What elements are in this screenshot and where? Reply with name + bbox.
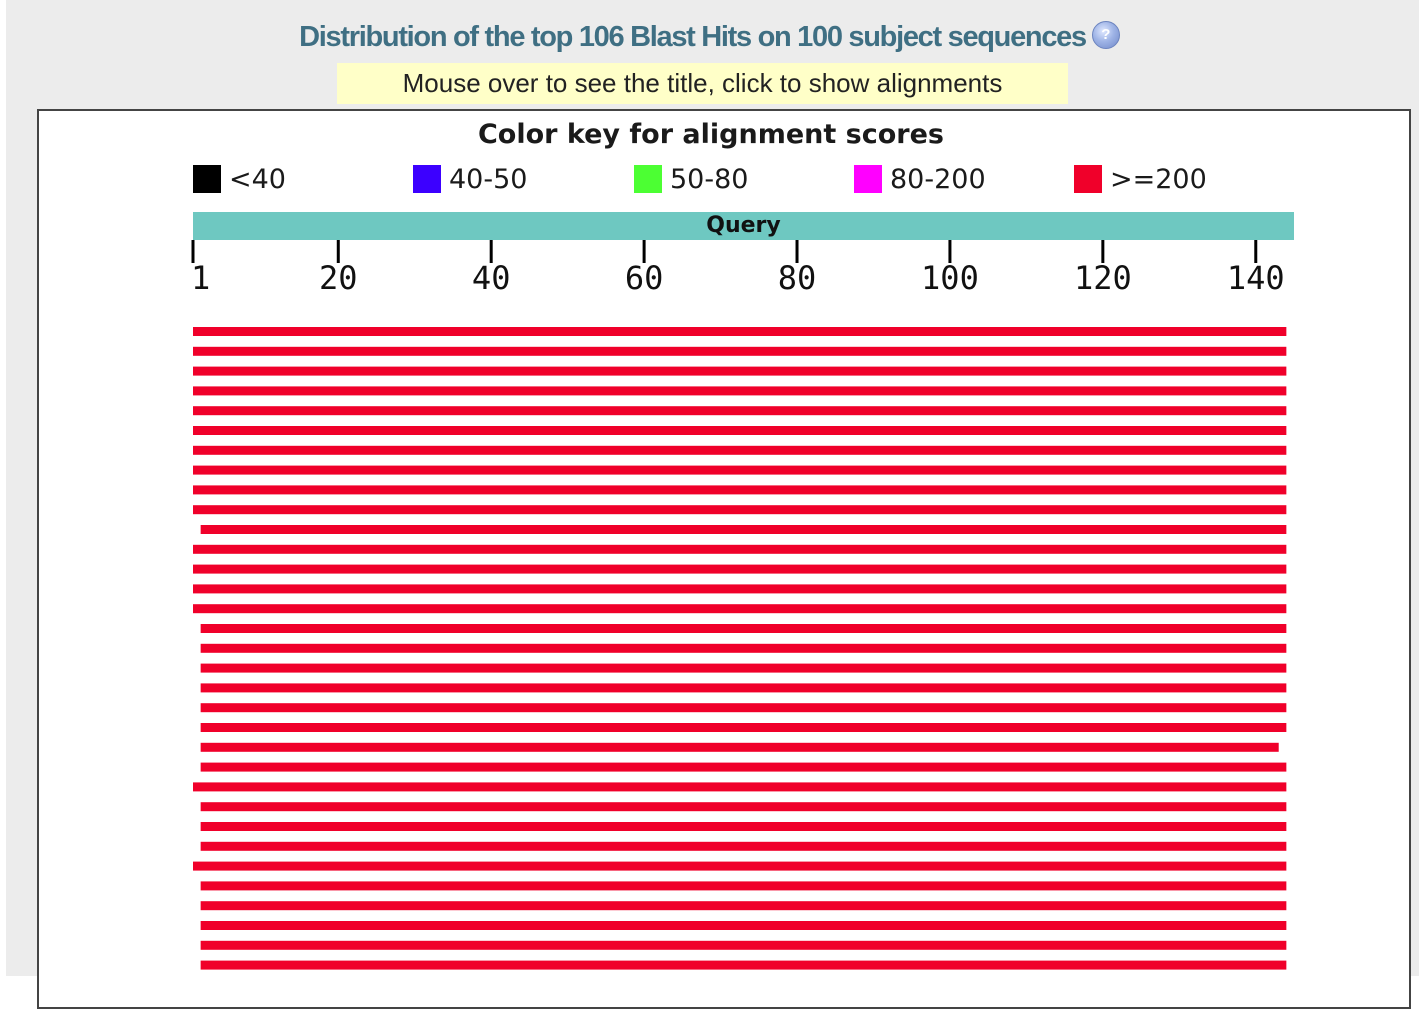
hit-bar-28[interactable]: [193, 861, 1287, 871]
axis-tick-label-80: 80: [778, 259, 817, 297]
query-bar: [193, 212, 1294, 240]
hit-bar-8[interactable]: [193, 465, 1287, 475]
hit-bar-27[interactable]: [200, 841, 1287, 851]
distribution-title: Distribution of the top 106 Blast Hits o…: [0, 18, 1419, 56]
hit-bar-6[interactable]: [193, 426, 1287, 435]
query-label: Query: [706, 213, 780, 238]
hit-bar-2[interactable]: [193, 346, 1287, 356]
hit-bar-9[interactable]: [193, 485, 1287, 495]
hit-bar-4[interactable]: [193, 386, 1287, 396]
axis-tick-label-100: 100: [921, 259, 979, 297]
alignment-graphic: Color key for alignment scores <40 40-50 5…: [191, 119, 1294, 970]
hit-bar-11[interactable]: [200, 525, 1287, 534]
hit-bar-21[interactable]: [200, 723, 1287, 732]
hit-bar-1[interactable]: [193, 327, 1287, 336]
axis-tick-label-20: 20: [319, 259, 358, 297]
query-bar-group: Query: [193, 212, 1294, 240]
hit-bar-17[interactable]: [200, 643, 1287, 653]
color-key-label-3: 80-200: [890, 164, 986, 195]
mouse-over-hint: Mouse over to see the title, click to sh…: [337, 63, 1068, 104]
hit-bars: [193, 327, 1287, 970]
hit-bar-7[interactable]: [193, 445, 1287, 455]
color-key-swatch-2: [634, 165, 662, 193]
hit-bar-32[interactable]: [200, 940, 1287, 950]
hit-bar-13[interactable]: [193, 564, 1287, 574]
color-key-label-0: <40: [229, 164, 286, 195]
query-axis: 1 20 40 60 80 100 120 140: [191, 240, 1285, 297]
hit-bar-29[interactable]: [200, 881, 1287, 891]
hit-bar-30[interactable]: [200, 901, 1287, 911]
hit-bar-23[interactable]: [200, 762, 1287, 772]
hit-bar-14[interactable]: [193, 584, 1287, 594]
axis-tick-label-140: 140: [1227, 259, 1285, 297]
color-key-label-4: >=200: [1110, 164, 1207, 195]
hit-bar-15[interactable]: [193, 604, 1287, 614]
color-key-title: Color key for alignment scores: [478, 119, 944, 150]
hit-bar-20[interactable]: [200, 703, 1287, 713]
hit-bar-33[interactable]: [200, 960, 1287, 970]
hit-bar-10[interactable]: [193, 505, 1287, 515]
hit-bar-26[interactable]: [200, 822, 1287, 831]
hit-bar-12[interactable]: [193, 544, 1287, 554]
hit-bar-31[interactable]: [200, 921, 1287, 930]
hit-bar-16[interactable]: [200, 624, 1287, 633]
color-key-swatch-1: [413, 165, 441, 193]
color-key-label-1: 40-50: [449, 164, 527, 195]
axis-tick-label-40: 40: [472, 259, 511, 297]
color-key-swatch-0: [193, 165, 221, 193]
question-circle-icon[interactable]: [1091, 21, 1120, 49]
hit-bar-22[interactable]: [200, 742, 1279, 752]
hit-bar-19[interactable]: [200, 683, 1287, 693]
color-key: <40 40-50 50-80 80-200 >=200: [193, 164, 1207, 195]
color-key-swatch-4: [1074, 165, 1102, 193]
axis-tick-label-60: 60: [625, 259, 664, 297]
hit-bar-5[interactable]: [193, 406, 1287, 416]
hit-bar-3[interactable]: [193, 366, 1287, 376]
color-key-label-2: 50-80: [670, 164, 748, 195]
axis-tick-label-120: 120: [1074, 259, 1132, 297]
distribution-title-text: Distribution of the top 106 Blast Hits o…: [299, 21, 1087, 53]
hit-bar-18[interactable]: [200, 663, 1287, 673]
color-key-swatch-3: [854, 165, 882, 193]
hit-bar-24[interactable]: [193, 782, 1287, 792]
axis-tick-label-1: 1: [191, 259, 210, 297]
hit-bar-25[interactable]: [200, 802, 1287, 812]
alignment-graphic-frame: Color key for alignment scores <40 40-50 5…: [37, 109, 1411, 1009]
